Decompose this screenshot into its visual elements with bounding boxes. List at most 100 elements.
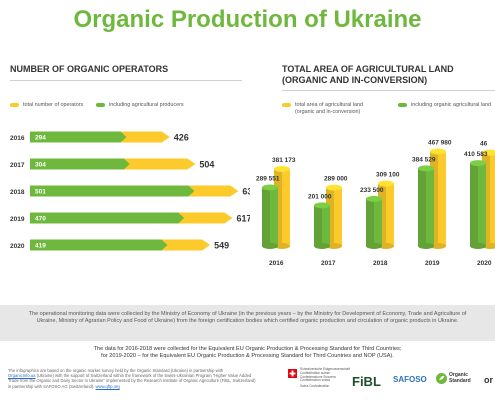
organic-land-bar-right-face: [478, 163, 486, 246]
safoso-logo: SAFOSO: [393, 375, 427, 384]
organic-land-bar-top: [314, 202, 330, 209]
left-legend-producers: including agricultural producers: [96, 102, 184, 109]
year-label: 2020: [477, 260, 492, 267]
organic-land-bar: [366, 195, 382, 249]
footer-line-2-rest: (Ukraine) with the support of Switzerlan…: [35, 373, 252, 379]
agricultural-producers-bar: [30, 212, 185, 224]
total-area-bar-right-face: [490, 152, 495, 246]
footer-line-2: OrganicInfo.ua (Ukraine) with the suppor…: [8, 373, 278, 378]
green-swatch: [398, 102, 407, 107]
total-area-bar-top: [430, 148, 446, 155]
organic-land-bar-top: [262, 184, 278, 191]
year-label: 2016: [10, 135, 25, 142]
total-value-label: 504: [199, 160, 214, 170]
agricultural-producers-bar: [30, 131, 127, 143]
organic-land-bar-top: [470, 160, 486, 167]
swiss-line-4: Confederaziun svizra: [300, 378, 330, 383]
yellow-swatch: [282, 102, 291, 107]
organic-land-bar-bottom: [366, 243, 382, 249]
swiss-flag-icon: [288, 369, 297, 378]
swiss-line-3: Confederazione Svizzera: [300, 374, 336, 379]
total-area-value-label: 381 173: [272, 157, 296, 164]
organic-land-bar-top: [366, 195, 382, 202]
right-divider: [282, 90, 495, 91]
producers-value-label: 294: [35, 135, 46, 142]
right-heading-line1: TOTAL AREA OF AGRICULTURAL LAND: [282, 64, 454, 74]
organic-land-bar-bottom: [314, 243, 330, 249]
monitoring-text: The operational monitoring data were col…: [28, 311, 467, 324]
total-area-bar-right-face: [438, 151, 446, 246]
organic-land-bar-right-face: [270, 187, 278, 246]
total-area-bar-right-face: [334, 187, 342, 246]
organic-standard-leaf-icon: [436, 373, 447, 384]
page-title: Organic Production of Ukraine: [73, 6, 422, 33]
organic-land-value-label: 289 551: [256, 176, 280, 183]
organic-land-bar: [470, 160, 486, 249]
year-label: 2017: [321, 260, 336, 267]
organic-land-bar-bottom: [470, 243, 486, 249]
total-value-label: 426: [174, 133, 189, 143]
year-label: 2018: [10, 189, 25, 196]
organic-land-bar-bottom: [262, 243, 278, 249]
organic-land-bar-left-face: [418, 168, 426, 246]
partner-logo-cut: or: [484, 375, 493, 385]
organic-land-bar: [418, 165, 434, 249]
left-legend-total: total number of operators: [10, 102, 83, 109]
footer-credits: The infographics are based on the organi…: [8, 368, 278, 389]
data-note: The data for 2016-2018 were collected fo…: [0, 346, 495, 360]
agricultural-producers-bar: [30, 158, 130, 170]
organic-land-bar-right-face: [426, 168, 434, 246]
swiss-sub: Swiss Confederation: [300, 384, 330, 389]
left-divider: [10, 80, 242, 81]
organic-land-bar-left-face: [470, 163, 478, 246]
organic-land-bar-left-face: [262, 187, 270, 246]
left-chart-heading: NUMBER OF ORGANIC OPERATORS: [10, 64, 169, 74]
organic-land-bar-top: [418, 165, 434, 172]
producers-value-label: 304: [35, 162, 46, 169]
note-line-1: The data for 2016-2018 were collected fo…: [93, 346, 402, 352]
organic-land-value-label: 233 500: [360, 187, 384, 194]
organic-land-value-label: 410 583: [464, 151, 488, 158]
year-label: 2018: [373, 260, 388, 267]
organic-land-bar-left-face: [314, 205, 322, 246]
organic-land-value-label: 384 529: [412, 156, 436, 163]
qftp-link[interactable]: www.qftp.org: [95, 383, 120, 389]
organicinfo-link[interactable]: OrganicInfo.ua: [8, 373, 36, 379]
legend-label: total number of operators: [23, 102, 84, 108]
yellow-swatch: [10, 102, 19, 107]
total-area-value-label: 467 980: [428, 140, 452, 147]
footer-line-1: The infographics are based on the organi…: [8, 368, 224, 373]
organic-land-bar-bottom: [418, 243, 434, 249]
total-area-bar-top: [378, 180, 394, 187]
right-heading-line2: (ORGANIC AND IN-CONVERSION): [282, 75, 428, 85]
legend-label: including agricultural producers: [109, 102, 184, 108]
total-area-bar-top: [326, 184, 342, 191]
producers-value-label: 470: [35, 216, 46, 223]
swiss-line-2: Confédération suisse: [300, 370, 330, 375]
right-legend-total: total area of agricultural land (organic…: [282, 102, 363, 116]
right-chart-heading: TOTAL AREA OF AGRICULTURAL LAND (ORGANIC…: [282, 64, 454, 86]
footer-line-3: Trade from the Organic and Dairy Sector …: [8, 378, 256, 384]
footer-line-4: in partnership with SAFOSO AG (Switzerla…: [8, 384, 278, 389]
organic-land-bar-left-face: [366, 198, 374, 246]
fibl-logo: FiBL: [352, 374, 381, 389]
total-area-bar-top: [482, 149, 495, 156]
note-line-2: for 2019-2020 – for the Equivalent EU Or…: [101, 353, 394, 359]
agricultural-land-bar-chart: 289 551 381 173 2016 201 000 289 000 2017 233 …: [256, 140, 495, 267]
monitoring-info-box: The operational monitoring data were col…: [0, 305, 495, 341]
swiss-line-1: Schweizerische Eidgenossenschaft: [300, 367, 350, 371]
organic-land-bar-right-face: [374, 198, 382, 246]
os-line-2: Standard: [449, 377, 471, 384]
os-line-1: Organic: [449, 372, 468, 378]
year-label: 2016: [269, 260, 284, 267]
agricultural-producers-bar: [30, 239, 168, 251]
organic-land-bar: [262, 184, 278, 249]
green-swatch: [96, 102, 105, 107]
total-area-value-label: 309 100: [376, 172, 400, 179]
agricultural-producers-bar: [30, 185, 195, 197]
producers-value-label: 501: [35, 189, 46, 196]
total-area-bar-right-face: [386, 183, 394, 246]
total-value-label: 635: [242, 187, 250, 197]
total-area-bar-top: [274, 166, 290, 173]
organic-land-value-label: 201 000: [308, 193, 332, 200]
